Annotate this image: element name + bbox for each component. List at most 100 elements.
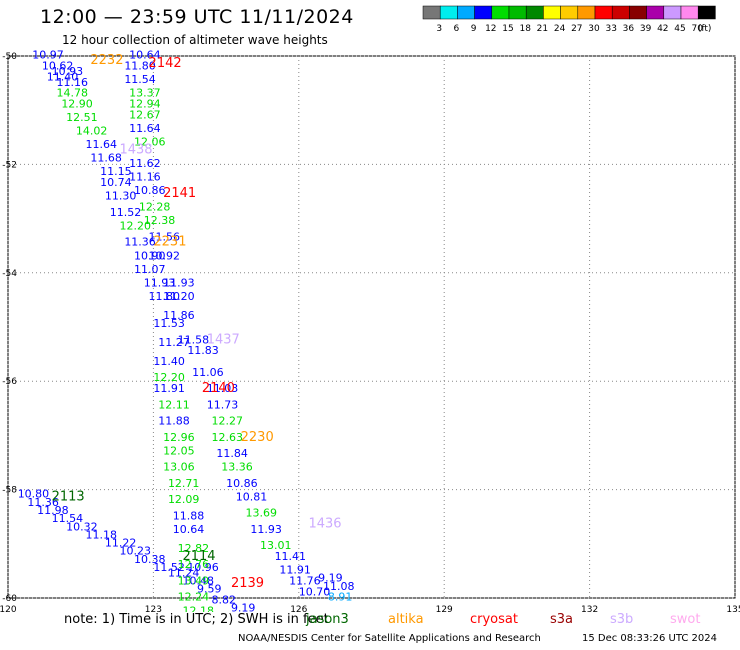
color-scale-unit: (ft) bbox=[698, 24, 712, 34]
data-point-s3b: 11.58 bbox=[178, 333, 210, 346]
y-tick-label: -60 bbox=[2, 594, 17, 604]
data-point-s3a: 12.05 bbox=[163, 444, 195, 457]
color-scale-label: 15 bbox=[502, 24, 513, 34]
color-scale-label: 36 bbox=[623, 24, 635, 34]
data-point-s3a: 11.88 bbox=[158, 415, 190, 428]
x-tick-label: 132 bbox=[581, 605, 598, 612]
color-scale-label: 70 bbox=[691, 24, 703, 34]
color-scale-label: 3 bbox=[436, 24, 442, 34]
data-point-cryosat: 8.82 bbox=[212, 593, 237, 606]
data-point-s3a: 12.71 bbox=[168, 477, 200, 490]
data-point-s3a: 10.74 bbox=[100, 176, 132, 189]
data-point-s3a: 12.82 bbox=[178, 542, 210, 555]
data-point-jason3: 11.22 bbox=[105, 537, 137, 550]
pass-number-label: 2232 bbox=[90, 53, 123, 68]
data-point-s3a: 12.51 bbox=[66, 111, 98, 124]
data-point-s3a: 12.11 bbox=[158, 398, 190, 411]
data-point-jason3: 11.52 bbox=[153, 561, 185, 574]
data-point-s3a: 11.53 bbox=[153, 317, 185, 330]
data-point-jason3: 11.54 bbox=[52, 512, 83, 525]
y-tick-label: -58 bbox=[2, 486, 17, 496]
data-point-s3a: 12.24 bbox=[178, 591, 210, 604]
data-point-jason3: 10.96 bbox=[187, 561, 219, 574]
x-tick-label: 123 bbox=[145, 605, 162, 612]
legend-item-cryosat: cryosat bbox=[470, 612, 518, 627]
data-point-s3b: 11.20 bbox=[163, 290, 195, 303]
data-point-s3b: 11.56 bbox=[149, 230, 181, 243]
data-point-s3b: 12.67 bbox=[129, 108, 161, 121]
data-point-jason3: 10.32 bbox=[66, 520, 98, 533]
y-tick-label: -52 bbox=[2, 160, 17, 170]
data-point-cryosat: 9.19 bbox=[318, 572, 343, 585]
data-point-jason3: 11.36 bbox=[27, 496, 58, 509]
pass-number-label: 2142 bbox=[149, 56, 182, 71]
data-point-s3a: 13.06 bbox=[163, 461, 195, 474]
data-point-jason3: 10.80 bbox=[18, 488, 50, 501]
data-point-s3b: 11.06 bbox=[192, 366, 224, 379]
color-scale-label: 24 bbox=[554, 24, 566, 34]
data-point-s3b: 12.38 bbox=[144, 214, 176, 227]
pass-number-label: 2231 bbox=[153, 235, 186, 250]
color-scale-label: 39 bbox=[640, 24, 652, 34]
pass-number-label: 2140 bbox=[202, 381, 235, 396]
pass-number-label: 2139 bbox=[231, 576, 264, 591]
x-tick-label: 126 bbox=[290, 605, 307, 612]
color-swatch-16 bbox=[697, 5, 716, 20]
data-point-cryosat: 11.41 bbox=[275, 550, 307, 563]
data-point-jason3: 11.18 bbox=[86, 528, 118, 541]
pass-number-label: 2114 bbox=[182, 549, 215, 564]
data-point-s3a: 14.78 bbox=[56, 87, 88, 100]
data-point-s3a: 10.93 bbox=[52, 65, 83, 78]
pass-number-label: 2230 bbox=[241, 430, 274, 445]
data-point-s3a: 11.30 bbox=[105, 190, 137, 203]
data-point-s3a: 13.49 bbox=[178, 574, 210, 587]
plot-frame bbox=[7, 55, 736, 599]
legend-item-jason3: jason3 bbox=[306, 612, 349, 627]
data-point-s3a: 11.16 bbox=[56, 76, 88, 89]
color-scale-label: 30 bbox=[588, 24, 600, 34]
color-scale-label: 18 bbox=[519, 24, 531, 34]
data-point-s3a: 12.09 bbox=[168, 493, 200, 506]
data-point-jason3: 11.98 bbox=[37, 504, 69, 517]
color-scale-label: 33 bbox=[605, 24, 616, 34]
data-point-jason3: 11.24 bbox=[168, 566, 200, 579]
data-point-s3a: 11.07 bbox=[134, 263, 166, 276]
x-tick-label: 129 bbox=[436, 605, 453, 612]
data-point-jason3: 10.48 bbox=[182, 574, 214, 587]
data-point-cryosat: 11.84 bbox=[216, 447, 248, 460]
data-point-cryosat: 12.63 bbox=[212, 431, 244, 444]
data-point-s3a: 11.93 bbox=[144, 276, 176, 289]
data-point-cryosat: 10.81 bbox=[236, 490, 268, 503]
data-point-s3a: 11.68 bbox=[90, 152, 122, 165]
data-point-cryosat: 11.93 bbox=[250, 523, 281, 536]
data-point-cryosat: 11.76 bbox=[289, 574, 321, 587]
data-point-s3a: 10.62 bbox=[42, 60, 74, 73]
data-point-cryosat: 12.27 bbox=[212, 415, 244, 428]
y-tick-label: -56 bbox=[2, 377, 17, 387]
data-point-s3a: 11.15 bbox=[100, 165, 132, 178]
color-scale-label: 21 bbox=[537, 24, 548, 34]
wave-height-plot: 120 123 126 129 132 135 -50 -52 -54 -56 -58 -60 10.8… bbox=[0, 49, 740, 612]
footer-credit: NOAA/NESDIS Center for Satellite Applica… bbox=[238, 633, 541, 644]
data-point-cryosat: 11.08 bbox=[323, 580, 355, 593]
data-point-s3a: 11.36 bbox=[124, 236, 156, 249]
data-point-s3a: 11.52 bbox=[110, 206, 142, 219]
data-point-s3b: 11.80 bbox=[124, 60, 156, 73]
legend-item-altika: altika bbox=[388, 612, 424, 627]
data-point-s3a: 11.40 bbox=[47, 70, 78, 83]
data-point-s3b: 11.54 bbox=[124, 73, 156, 86]
data-point-s3a: 11.27 bbox=[158, 336, 190, 349]
data-point-s3b: 11.62 bbox=[129, 157, 161, 170]
data-point-s3b: 10.86 bbox=[134, 184, 166, 197]
footer-timestamp: 15 Dec 08:33:26 UTC 2024 bbox=[582, 633, 717, 644]
data-point-cryosat: 10.70 bbox=[299, 585, 331, 598]
pass-number-label: 1437 bbox=[207, 332, 240, 347]
data-point-s3b: 11.93 bbox=[163, 276, 195, 289]
data-point-s3a: 12.90 bbox=[61, 97, 93, 110]
data-point-s3b: 13.37 bbox=[129, 87, 161, 100]
data-point-jason3: 10.23 bbox=[119, 545, 150, 558]
data-point-s3b: 12.94 bbox=[129, 97, 161, 110]
data-point-s3b: 11.16 bbox=[129, 171, 161, 184]
data-point-jason3: 10.38 bbox=[134, 553, 166, 566]
data-point-s3a: 12.76 bbox=[178, 558, 210, 571]
